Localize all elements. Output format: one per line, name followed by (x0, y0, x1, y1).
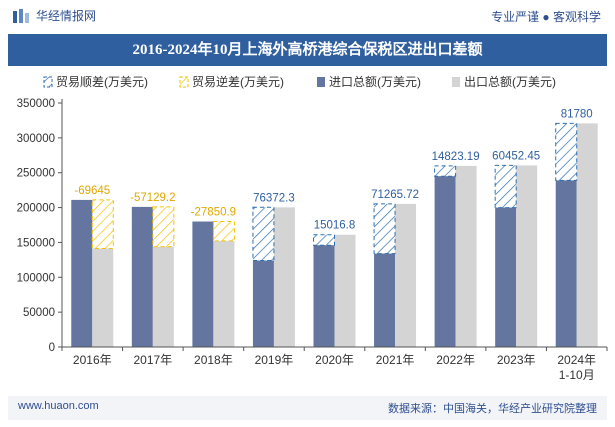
chart-legend: 贸易顺差(万美元) 贸易逆差(万美元) 进口总额(万美元) 出口总额(万美元) (43, 74, 556, 89)
x-tick-label-line: 2016年 (73, 353, 112, 367)
balance-data-label: 76372.3 (253, 192, 295, 204)
tagline: 专业严谨 ● 客观科学 (491, 10, 601, 24)
balance-data-label: -57129.2 (130, 192, 175, 204)
title-bar: 2016-2024年10月上海外高桥港综合保税区进出口差额 (8, 34, 607, 66)
balance-data-label: 15016.8 (314, 220, 356, 232)
balance-data-label: -69645 (74, 185, 110, 197)
import-bar (555, 180, 577, 347)
legend-swatch (452, 77, 460, 87)
x-tick-label: 2020年 (315, 353, 354, 367)
surplus-segment (555, 122, 578, 181)
x-tick-label: 2019年 (255, 353, 294, 367)
x-tick-label: 2022年 (436, 353, 475, 367)
y-tick-label: 250000 (17, 168, 55, 180)
export-bar (273, 207, 295, 347)
x-axis: 2016年 2017年 2018年 2019年 2020年 2021年 2022年 2023年… (61, 346, 608, 382)
bar-chart: 贸易顺差(万美元) 贸易逆差(万美元) 进口总额(万美元) 出口总额(万美元) 0 50… (17, 74, 608, 382)
y-tick-label: 150000 (17, 237, 55, 249)
legend-label: 贸易逆差(万美元) (192, 74, 284, 89)
balance-data-label: 71265.72 (371, 189, 419, 201)
x-tick-label-line: 2020年 (315, 353, 354, 367)
legend-label: 进口总额(万美元) (329, 75, 421, 89)
website-link[interactable]: www.huaon.com (18, 400, 99, 412)
export-bar (92, 248, 114, 347)
x-tick-label-line: 2024年 (557, 353, 596, 367)
legend-label: 贸易顺差(万美元) (56, 75, 148, 89)
x-tick-label-line: 2021年 (376, 353, 415, 367)
x-tick-label: 2017年 (133, 353, 172, 367)
balance-data-label: -27850.9 (191, 207, 236, 219)
legend-label: 出口总额(万美元) (464, 75, 556, 89)
surplus-segment (373, 203, 396, 255)
x-tick-label: 2018年 (194, 353, 233, 367)
export-bar (395, 203, 417, 347)
brand[interactable]: 华经情报网 (12, 7, 96, 24)
import-bar (131, 206, 153, 347)
deficit-segment (212, 221, 235, 242)
x-tick-label: 2024年 1-10月 (557, 353, 596, 382)
y-tick-label: 350000 (17, 98, 55, 110)
x-tick-label-line: 2017年 (133, 353, 172, 367)
y-tick-label: 100000 (17, 272, 55, 284)
import-bar (192, 221, 214, 347)
import-bar (434, 176, 456, 347)
y-tick-label: 50000 (23, 307, 55, 319)
import-bar (313, 245, 335, 347)
x-tick-label-line: 1-10月 (559, 368, 595, 382)
chart-title: 2016-2024年10月上海外高桥港综合保税区进出口差额 (132, 42, 483, 58)
y-tick-label: 200000 (17, 203, 55, 215)
y-axis: 0 50000 100000 150000 200000 250000 300000 3500… (17, 98, 63, 354)
import-bar (252, 260, 274, 347)
brand-name: 华经情报网 (36, 9, 97, 23)
legend-swatch (317, 77, 325, 87)
surplus-segment (434, 165, 457, 177)
export-bar (213, 240, 235, 347)
surplus-segment (252, 206, 275, 262)
footer: www.huaon.com 数据来源：中国海关，华经产业研究院整理 (8, 396, 607, 420)
surplus-segment (313, 234, 335, 246)
legend-swatch (179, 76, 189, 88)
deficit-segment (152, 206, 175, 248)
balance-data-label: 81780 (561, 108, 593, 120)
deficit-segment (91, 199, 114, 249)
brand-logo-icon (13, 8, 29, 23)
export-bar (334, 234, 356, 347)
x-tick-label-line: 2022年 (436, 353, 475, 367)
balance-data-label: 14823.19 (432, 151, 480, 163)
legend-swatch (43, 76, 53, 88)
import-bar (495, 207, 517, 347)
bars-layer: -69645 -57129.2 -27850.9 76372.3 15016.8 7126… (71, 108, 598, 347)
balance-data-label: 60452.45 (492, 150, 540, 162)
export-bar (152, 246, 174, 347)
y-tick-label: 0 (49, 342, 55, 354)
data-source: 数据来源：中国海关，华经产业研究院整理 (388, 403, 597, 415)
export-bar (455, 165, 477, 347)
x-tick-label-line: 2019年 (255, 353, 294, 367)
top-bar: 华经情报网 专业严谨 ● 客观科学 (0, 0, 615, 34)
export-bar (516, 165, 538, 347)
surplus-segment (494, 164, 517, 209)
export-bar (576, 123, 598, 347)
x-tick-label: 2021年 (376, 353, 415, 367)
y-tick-label: 300000 (17, 133, 55, 145)
import-bar (374, 253, 396, 347)
x-tick-label-line: 2023年 (497, 353, 536, 367)
import-bar (71, 199, 93, 347)
x-tick-label: 2023年 (497, 353, 536, 367)
x-tick-label: 2016年 (73, 353, 112, 367)
x-tick-label-line: 2018年 (194, 353, 233, 367)
